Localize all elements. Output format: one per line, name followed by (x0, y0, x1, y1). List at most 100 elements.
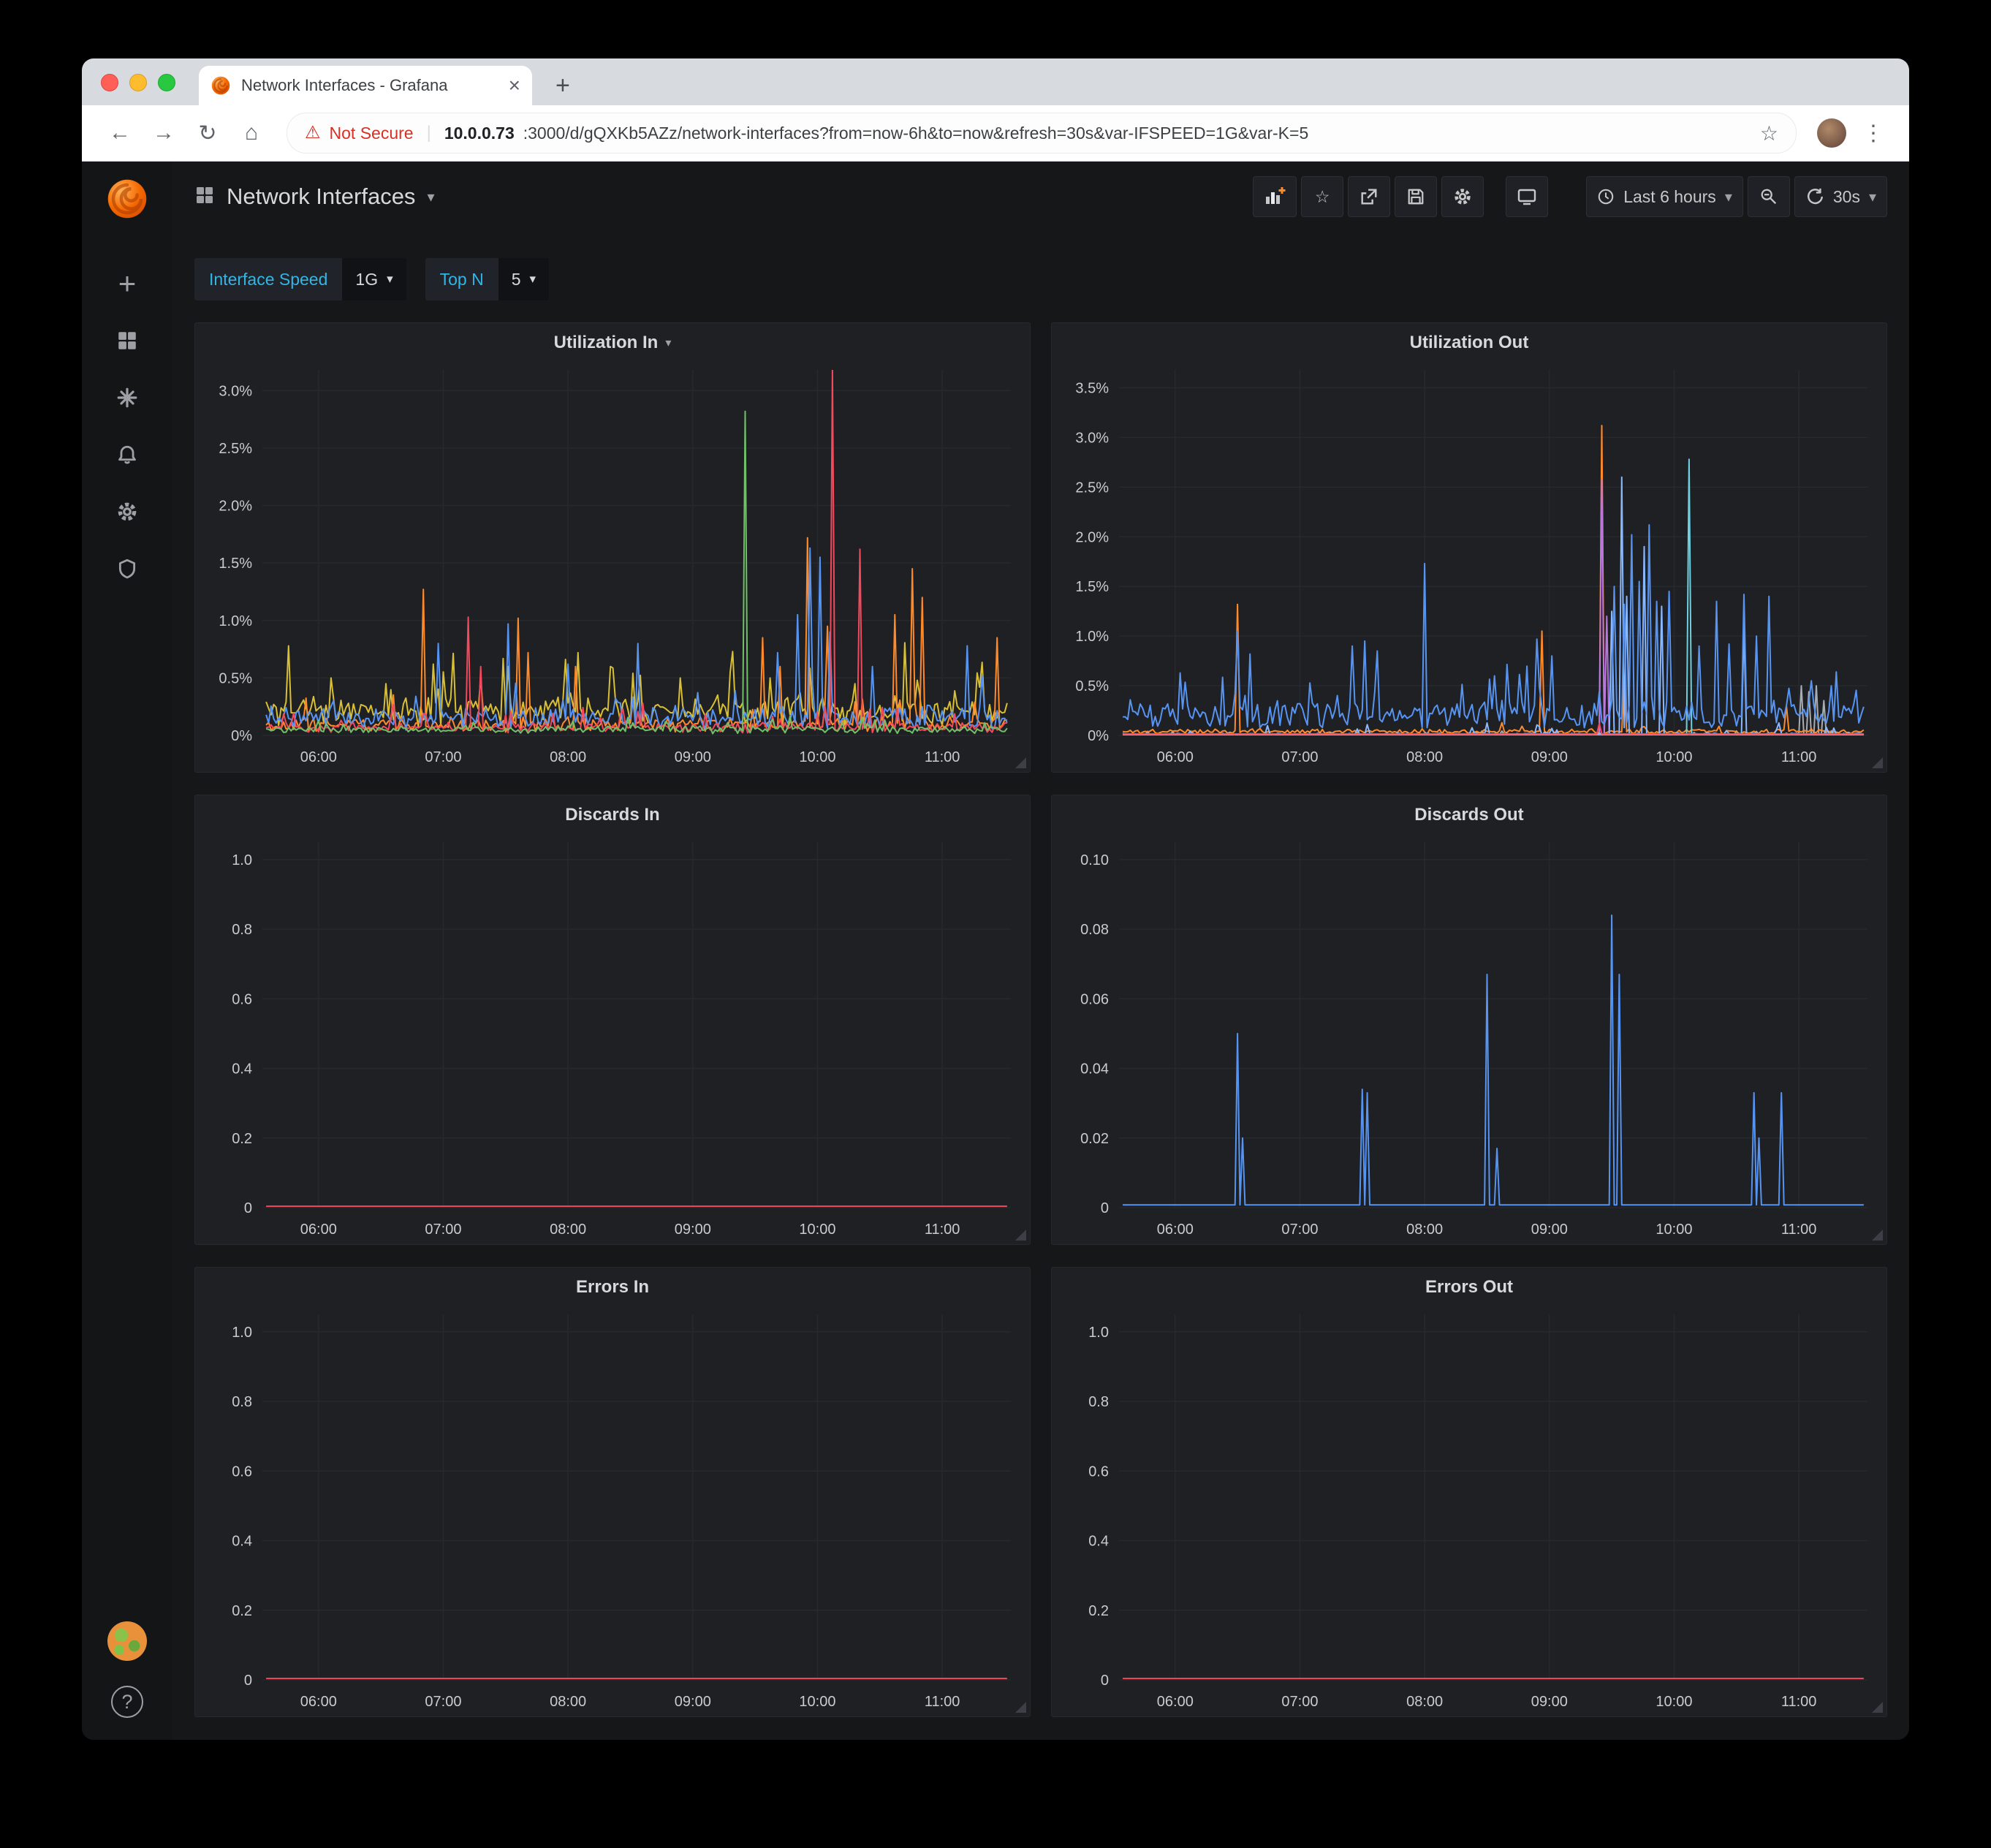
svg-text:0: 0 (244, 1200, 252, 1216)
panel-resize-handle[interactable] (1872, 1702, 1883, 1713)
window-zoom-button[interactable] (158, 74, 175, 91)
svg-text:0.2: 0.2 (232, 1131, 252, 1147)
dashboard-toolbar: Network Interfaces ▾ ☆ (194, 172, 1887, 221)
chart-canvas[interactable]: 06:0007:0008:0009:0010:0011:0000.020.040… (1052, 835, 1886, 1244)
sidebar-alerting-bell-icon[interactable] (115, 442, 140, 467)
variable-top-n[interactable]: Top N 5 ▾ (425, 258, 549, 300)
sidebar-create-button[interactable]: + (115, 271, 140, 296)
variable-interface-speed[interactable]: Interface Speed 1G ▾ (194, 258, 406, 300)
variable-label: Top N (425, 258, 498, 300)
browser-profile-avatar[interactable] (1817, 118, 1846, 148)
not-secure-warning-icon[interactable]: ⚠ (305, 124, 321, 142)
panel-title-bar[interactable]: Discards In (195, 795, 1030, 835)
window-close-button[interactable] (101, 74, 118, 91)
back-button[interactable]: ← (101, 114, 139, 152)
browser-tab[interactable]: Network Interfaces - Grafana × (199, 66, 532, 105)
dashboard-settings-gear-button[interactable] (1441, 176, 1484, 217)
save-dashboard-button[interactable] (1395, 176, 1437, 217)
variable-label: Interface Speed (194, 258, 342, 300)
svg-text:2.0%: 2.0% (1075, 529, 1109, 545)
chart-canvas[interactable]: 06:0007:0008:0009:0010:0011:000%0.5%1.0%… (1052, 363, 1886, 772)
svg-text:0.4: 0.4 (232, 1534, 252, 1550)
svg-text:10:00: 10:00 (1656, 749, 1692, 765)
panel-title-bar[interactable]: Discards Out (1052, 795, 1886, 835)
svg-text:0.10: 0.10 (1080, 852, 1109, 868)
window-minimize-button[interactable] (129, 74, 147, 91)
panel-resize-handle[interactable] (1872, 757, 1883, 768)
panel-menu-caret-icon[interactable]: ▾ (665, 336, 671, 350)
panel-resize-handle[interactable] (1872, 1230, 1883, 1241)
address-bar[interactable]: ⚠ Not Secure | 10.0.0.73 :3000/d/gQXKb5A… (287, 113, 1797, 154)
svg-text:3.0%: 3.0% (219, 383, 252, 399)
svg-text:0.6: 0.6 (232, 991, 252, 1007)
panel-resize-handle[interactable] (1015, 1230, 1026, 1241)
svg-text:07:00: 07:00 (425, 1694, 461, 1710)
sidebar-configuration-gear-icon[interactable] (115, 499, 140, 524)
svg-text:07:00: 07:00 (425, 749, 461, 765)
svg-text:0.4: 0.4 (1088, 1534, 1109, 1550)
reload-button[interactable]: ↻ (189, 114, 227, 152)
panel-title-bar[interactable]: Utilization In ▾ (195, 323, 1030, 363)
svg-text:0.5%: 0.5% (219, 670, 252, 686)
svg-text:0.08: 0.08 (1080, 922, 1109, 938)
svg-text:0.6: 0.6 (232, 1463, 252, 1480)
panel-title: Utilization Out (1410, 333, 1529, 353)
dashboard-title[interactable]: Network Interfaces (227, 183, 415, 210)
svg-text:0: 0 (1101, 1200, 1109, 1216)
browser-menu-icon[interactable]: ⋮ (1857, 121, 1890, 146)
variable-value-dropdown[interactable]: 5 ▾ (498, 258, 549, 300)
zoom-out-button[interactable] (1748, 176, 1790, 217)
panel-title-bar[interactable]: Errors Out (1052, 1268, 1886, 1307)
svg-text:1.0: 1.0 (232, 1325, 252, 1341)
home-button[interactable]: ⌂ (232, 114, 270, 152)
browser-window: Network Interfaces - Grafana × + ← → ↻ ⌂… (82, 58, 1909, 1740)
sidebar-dashboards-button[interactable] (115, 328, 140, 353)
panel-title-bar[interactable]: Errors In (195, 1268, 1030, 1307)
svg-text:0%: 0% (1088, 728, 1109, 744)
panel-title-bar[interactable]: Utilization Out (1052, 323, 1886, 363)
svg-text:10:00: 10:00 (799, 1222, 835, 1238)
user-avatar[interactable] (107, 1621, 147, 1661)
svg-text:0.04: 0.04 (1080, 1061, 1109, 1078)
chart-canvas[interactable]: 06:0007:0008:0009:0010:0011:0000.20.40.6… (195, 835, 1030, 1244)
svg-text:06:00: 06:00 (1157, 1222, 1194, 1238)
svg-text:06:00: 06:00 (300, 1222, 337, 1238)
svg-text:0.06: 0.06 (1080, 991, 1109, 1007)
sidebar-admin-shield-icon[interactable] (115, 556, 140, 581)
tv-mode-button[interactable] (1506, 176, 1548, 217)
svg-text:0.02: 0.02 (1080, 1131, 1109, 1147)
svg-text:06:00: 06:00 (1157, 749, 1194, 765)
svg-text:0.8: 0.8 (232, 922, 252, 938)
time-range-picker[interactable]: Last 6 hours ▾ (1586, 176, 1743, 217)
svg-text:08:00: 08:00 (1406, 1694, 1443, 1710)
star-dashboard-button[interactable]: ☆ (1301, 176, 1343, 217)
sidebar-explore-button[interactable] (115, 385, 140, 410)
svg-text:11:00: 11:00 (925, 749, 960, 765)
svg-text:1.0: 1.0 (232, 852, 252, 868)
chart-canvas[interactable]: 06:0007:0008:0009:0010:0011:000%0.5%1.0%… (195, 363, 1030, 772)
svg-text:11:00: 11:00 (1781, 1222, 1817, 1238)
tab-close-icon[interactable]: × (509, 75, 520, 96)
tab-title: Network Interfaces - Grafana (241, 76, 501, 95)
new-tab-button[interactable]: + (555, 73, 570, 98)
bookmark-star-icon[interactable]: ☆ (1760, 121, 1778, 145)
panel-resize-handle[interactable] (1015, 1702, 1026, 1713)
forward-button[interactable]: → (145, 114, 183, 152)
variable-value-dropdown[interactable]: 1G ▾ (342, 258, 406, 300)
chart-canvas[interactable]: 06:0007:0008:0009:0010:0011:0000.20.40.6… (195, 1307, 1030, 1716)
help-button[interactable]: ? (111, 1686, 143, 1718)
dashboard-title-caret-icon[interactable]: ▾ (427, 188, 434, 206)
grafana-logo[interactable] (106, 178, 148, 220)
url-path: :3000/d/gQXKb5AZz/network-interfaces?fro… (523, 124, 1745, 143)
svg-text:2.0%: 2.0% (219, 499, 252, 515)
panel-resize-handle[interactable] (1015, 757, 1026, 768)
share-dashboard-button[interactable] (1348, 176, 1390, 217)
not-secure-label[interactable]: Not Secure (330, 124, 414, 143)
panel-utilization-in: Utilization In ▾ 06:0007:0008:0009:0010:… (194, 322, 1031, 773)
refresh-button[interactable]: 30s ▾ (1794, 176, 1887, 217)
svg-text:3.5%: 3.5% (1075, 380, 1109, 396)
svg-text:0: 0 (244, 1673, 252, 1689)
add-panel-button[interactable] (1253, 176, 1297, 217)
chart-canvas[interactable]: 06:0007:0008:0009:0010:0011:0000.20.40.6… (1052, 1307, 1886, 1716)
svg-text:09:00: 09:00 (1531, 1222, 1568, 1238)
